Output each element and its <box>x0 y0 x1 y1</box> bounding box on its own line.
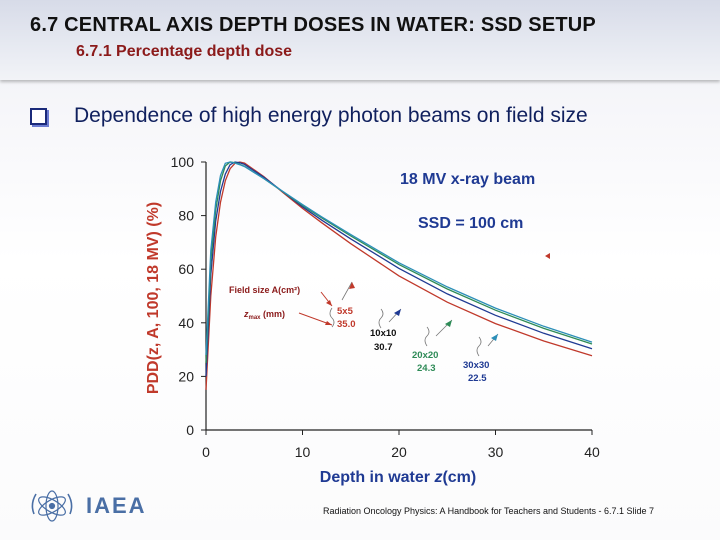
y-tick-label: 80 <box>178 208 194 224</box>
x-tick-label: 20 <box>391 444 407 460</box>
slide-header: 6.7 CENTRAL AXIS DEPTH DOSES IN WATER: S… <box>0 0 720 80</box>
field-size-arrowhead <box>326 300 332 306</box>
zmax-label-30x30: 22.5 <box>468 373 487 384</box>
arrowhead-30x30 <box>491 334 498 341</box>
field-size-header: Field size A(cm²) <box>229 285 300 295</box>
slide-subtitle: 6.7.1 Percentage depth dose <box>76 43 293 60</box>
x-tick-label: 10 <box>295 444 311 460</box>
pdd-curve-30x30 <box>205 161 593 356</box>
iaea-logo-text: IAEA <box>86 493 147 518</box>
y-tick-label: 100 <box>171 154 195 170</box>
zmax-label-20x20: 24.3 <box>417 363 436 374</box>
x-tick-label: 0 <box>202 444 210 460</box>
iaea-logo: IAEA <box>31 490 147 522</box>
chart-title: 18 MV x-ray beam <box>400 171 535 188</box>
series-label-10x10: 10x10 <box>370 328 396 339</box>
x-tick-label: 40 <box>584 444 600 460</box>
y-tick-label: 60 <box>178 261 194 277</box>
y-axis-label: PDD(z, A, 100, 18 MV) (%) <box>145 202 162 394</box>
arrowhead-20x20 <box>445 320 452 327</box>
x-tick-label: 30 <box>488 444 504 460</box>
slide-title: 6.7 CENTRAL AXIS DEPTH DOSES IN WATER: S… <box>30 14 596 36</box>
pdd-curve-10x10 <box>205 161 593 377</box>
series-label-30x30: 30x30 <box>463 360 489 371</box>
checkbox-bullet-icon <box>30 108 47 125</box>
pdd-chart: 0 10 20 30 40 0 20 40 60 80 100 PDD(z, A, 100, 18 … <box>145 154 600 486</box>
y-tick-label: 0 <box>186 422 194 438</box>
zmax-label-5x5: 35.0 <box>337 319 356 330</box>
x-axis-label: Depth in water z(cm) <box>320 469 476 486</box>
zmax-arrowhead <box>325 321 332 325</box>
small-marker-icon <box>545 253 550 259</box>
series-label-20x20: 20x20 <box>412 350 438 361</box>
zmax-label-10x10: 30.7 <box>374 342 393 353</box>
arrowhead-10x10 <box>394 309 401 316</box>
chart-subtitle: SSD = 100 cm <box>418 215 523 232</box>
iaea-emblem-icon <box>31 490 73 522</box>
y-tick-label: 40 <box>178 315 194 331</box>
squiggle-5x5 <box>329 281 353 328</box>
pdd-curve-5x5 <box>205 161 593 390</box>
zmax-header: zmax (mm) <box>243 309 285 321</box>
series-label-5x5: 5x5 <box>337 306 354 317</box>
bullet-text: Dependence of high energy photon beams o… <box>74 104 588 127</box>
footer-citation: Radiation Oncology Physics: A Handbook f… <box>323 506 655 516</box>
arrowhead-5x5 <box>349 282 355 289</box>
y-tick-label: 20 <box>178 368 194 384</box>
